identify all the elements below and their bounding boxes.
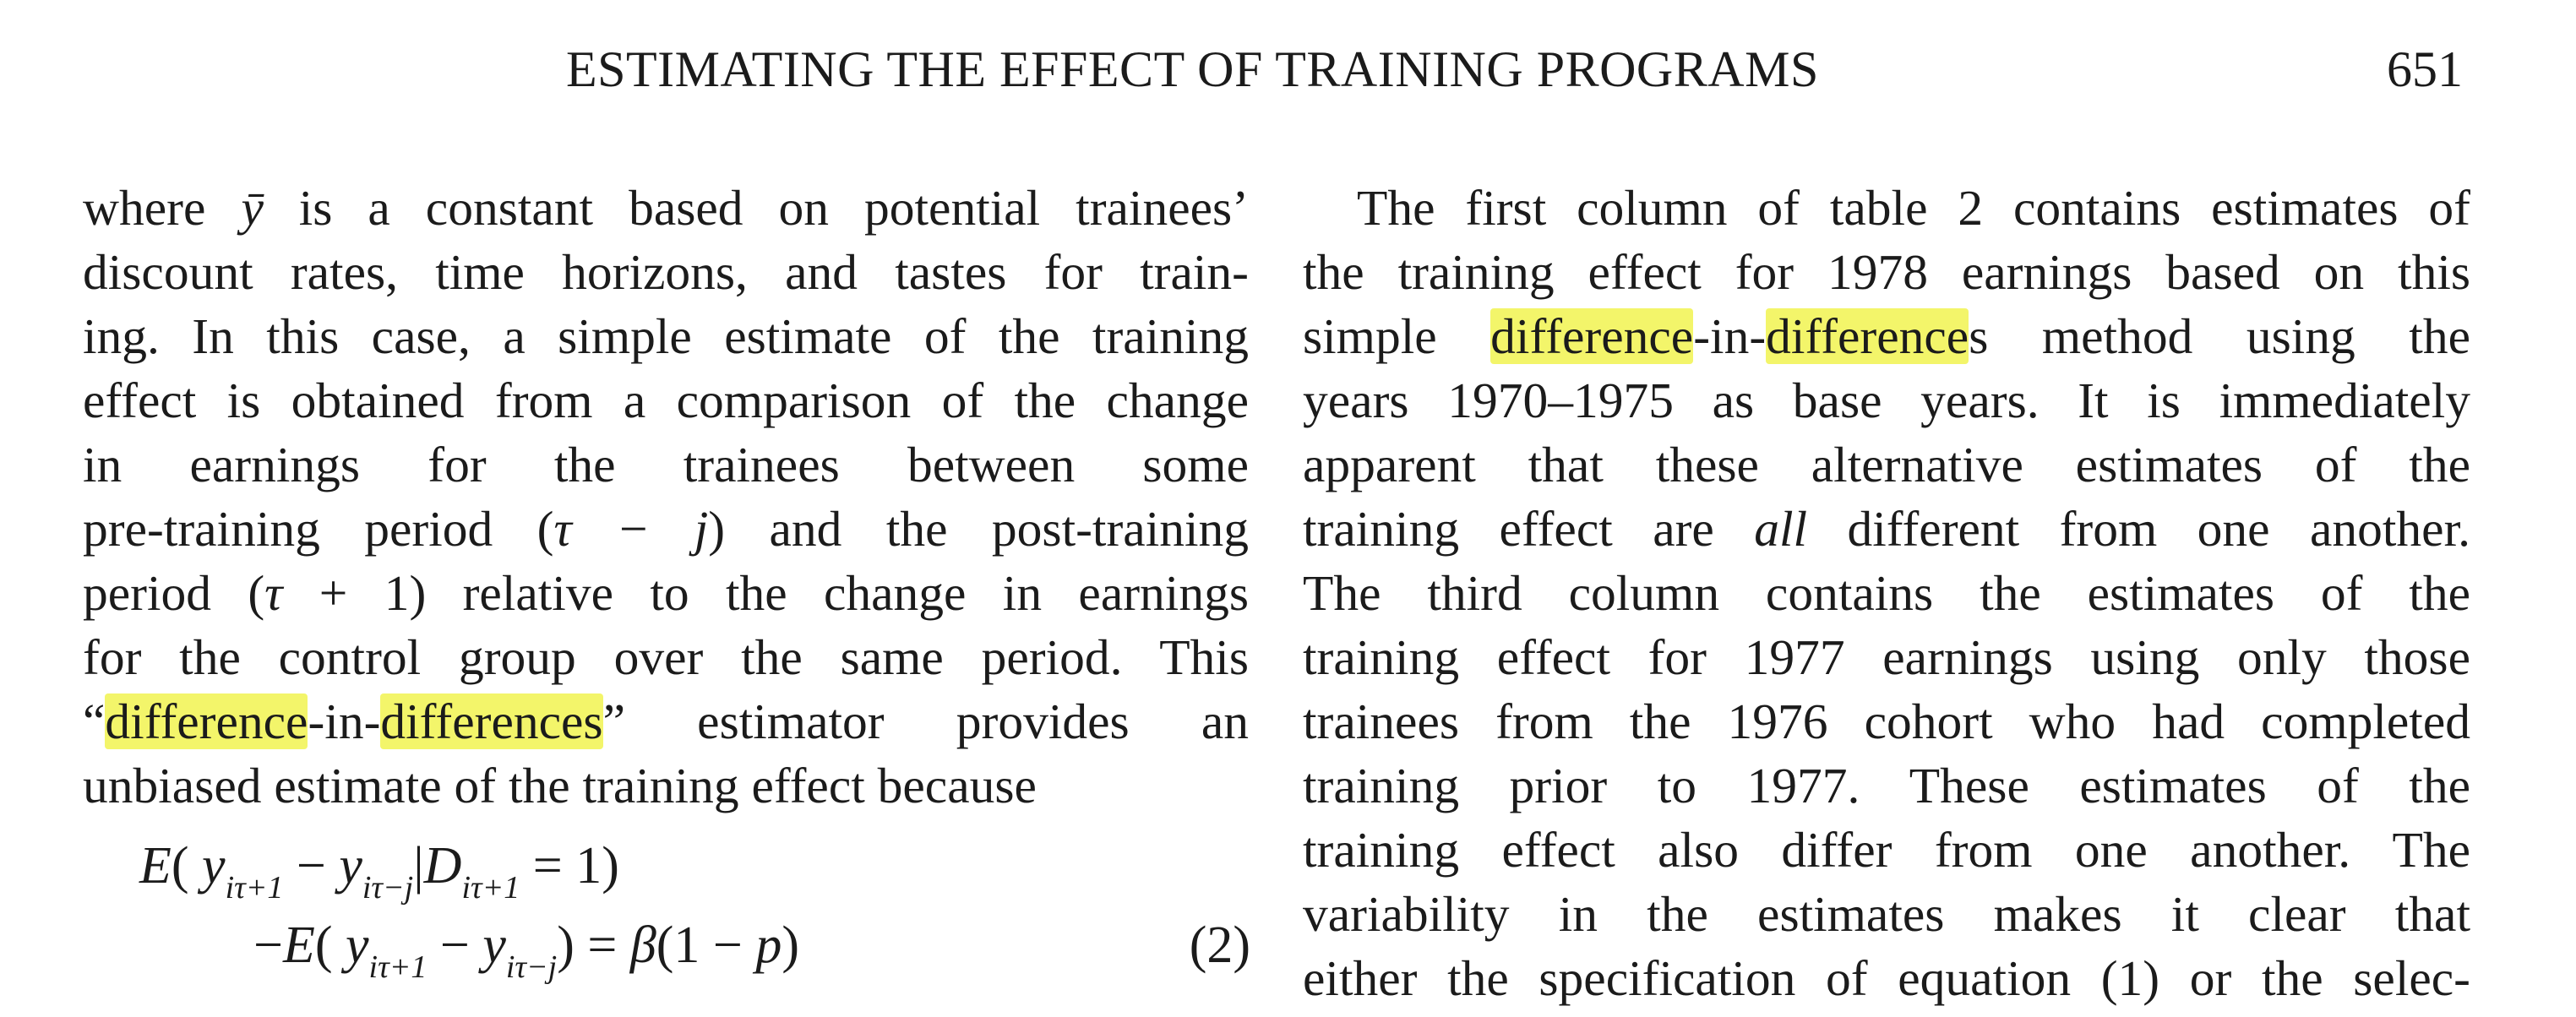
- text-line: ing. In this case, a simple estimate of …: [83, 308, 1249, 364]
- text-line: either the specification of equation (1)…: [1303, 950, 2470, 1006]
- text-span: ” estimator provides an: [602, 693, 1249, 749]
- text-line: apparent that these alternative estimate…: [1303, 437, 2470, 492]
- text-span: + 1) relative to the change in earnings: [282, 565, 1249, 621]
- text-line: The first column of table 2 contains est…: [1357, 180, 2470, 236]
- text-line: The third column contains the estimates …: [1303, 565, 2470, 621]
- text-line: training prior to 1977. These estimates …: [1303, 758, 2470, 813]
- right-column: The first column of table 2 contains est…: [1303, 176, 2470, 1010]
- running-head: ESTIMATING THE EFFECT OF TRAINING PROGRA…: [0, 41, 2576, 108]
- text-line: simple difference-in-differences method …: [1303, 304, 2470, 368]
- text-line: unbiased estimate of the training effect…: [83, 758, 1037, 813]
- text-line: period (τ + 1) relative to the change in…: [83, 561, 1249, 625]
- text-line: the training effect for 1978 earnings ba…: [1303, 244, 2470, 300]
- text-span: simple: [1303, 308, 1491, 364]
- text-span: is a constant based on potential trainee…: [263, 180, 1249, 236]
- equation-line-2: −E( yiτ+1 − yiτ−j) = β(1 − p): [253, 916, 799, 985]
- text-span: ) and the post-training: [708, 501, 1250, 557]
- math-symbol: ȳ: [241, 180, 264, 236]
- text-line: “difference-in-differences” estimator pr…: [83, 689, 1249, 753]
- text-line: in earnings for the trainees between som…: [83, 437, 1249, 492]
- text-line: training effect for 1977 earnings using …: [1303, 629, 2470, 685]
- text-span: -in-: [1693, 308, 1767, 364]
- equation-number: (2): [1189, 916, 1250, 974]
- text-line: for the control group over the same peri…: [83, 629, 1249, 685]
- equation-2: E( yiτ+1 − yiτ−j|Diτ+1 = 1) −E( yiτ+1 − …: [139, 836, 1250, 1005]
- text-span: training effect are: [1303, 501, 1755, 557]
- text-line: effect is obtained from a comparison of …: [83, 373, 1249, 428]
- text-line: where ȳ is a constant based on potential…: [83, 176, 1249, 240]
- text-span: s method using the: [1969, 308, 2470, 364]
- text-line: discount rates, time horizons, and taste…: [83, 244, 1249, 300]
- text-line: trainees from the 1976 cohort who had co…: [1303, 693, 2470, 749]
- text-line: variability in the estimates makes it cl…: [1303, 886, 2470, 942]
- highlighted-text[interactable]: differences: [380, 693, 603, 749]
- left-column: where ȳ is a constant based on potential…: [83, 176, 1249, 818]
- text-span: “: [83, 693, 106, 749]
- text-line: training effect are all different from o…: [1303, 497, 2470, 561]
- highlighted-text[interactable]: difference: [1766, 308, 1969, 364]
- highlighted-text[interactable]: difference: [1490, 308, 1694, 364]
- highlighted-text[interactable]: difference: [105, 693, 308, 749]
- math-symbol: τ − j: [553, 501, 709, 557]
- text-line: pre-training period (τ − j) and the post…: [83, 497, 1249, 561]
- text-line: training effect also differ from one ano…: [1303, 822, 2470, 878]
- equation-line-1: E( yiτ+1 − yiτ−j|Diτ+1 = 1): [139, 837, 619, 906]
- text-line: years 1970–1975 as base years. It is imm…: [1303, 373, 2470, 428]
- page-title: ESTIMATING THE EFFECT OF TRAINING PROGRA…: [566, 41, 1819, 97]
- text-span: where: [83, 180, 242, 236]
- math-symbol: τ: [264, 565, 283, 621]
- text-span: pre-training period (: [83, 501, 554, 557]
- emphasis-text: all: [1754, 501, 1808, 557]
- text-span: period (: [83, 565, 265, 621]
- page-number: 651: [2387, 41, 2463, 97]
- text-span: -in-: [308, 693, 381, 749]
- text-span: different from one another.: [1807, 501, 2470, 557]
